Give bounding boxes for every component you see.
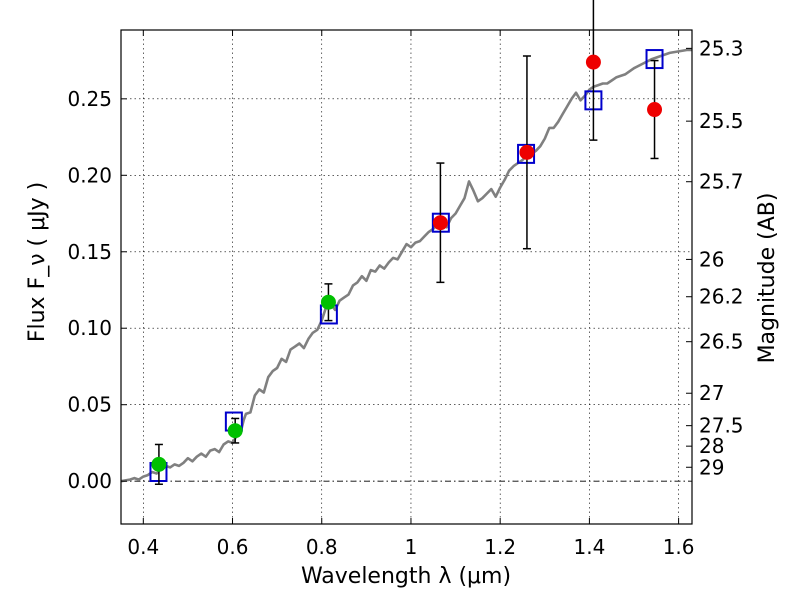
observed-infrared-point — [585, 54, 601, 70]
y-tick-label: 0.15 — [67, 240, 112, 264]
right-tick-label: 28 — [699, 434, 724, 458]
y-tick-label: 0.25 — [67, 87, 112, 111]
right-tick-label: 25.7 — [699, 170, 744, 194]
right-tick-label: 25.3 — [699, 36, 744, 60]
right-tick-label: 26.5 — [699, 330, 744, 354]
x-tick-label: 0.6 — [217, 535, 249, 559]
y-tick-label: 0.00 — [67, 469, 112, 493]
observed-infrared-point — [647, 102, 663, 118]
observed-optical-point — [227, 423, 243, 439]
right-tick-label: 25.5 — [699, 109, 744, 133]
observed-optical-point — [151, 456, 167, 472]
observed-optical-point — [320, 294, 336, 310]
x-tick-label: 0.4 — [127, 535, 159, 559]
y-axis-label-right: Magnitude (AB) — [755, 193, 780, 364]
x-tick-label: 1.4 — [573, 535, 605, 559]
model-spectrum-line — [120, 48, 692, 483]
observed-infrared-point — [519, 144, 535, 160]
x-axis-label: Wavelength λ (μm) — [301, 564, 511, 589]
x-tick-label: 0.8 — [306, 535, 338, 559]
right-tick-label: 26 — [699, 247, 724, 271]
y-tick-label: 0.20 — [67, 163, 112, 187]
right-tick-label: 27 — [699, 381, 724, 405]
x-tick-label: 1 — [405, 535, 418, 559]
right-tick-label: 27.5 — [699, 414, 744, 438]
y-tick-label: 0.05 — [67, 393, 112, 417]
plot-series — [120, 0, 692, 485]
observed-infrared-point — [432, 215, 448, 231]
y-tick-label: 0.10 — [67, 316, 112, 340]
axes: 0.4 0.6 0.8 1 1.2 1.4 1.6 0.00 0.05 0.10 0.15 0.20 0… — [67, 30, 744, 559]
right-tick-label: 26.2 — [699, 285, 744, 309]
plot-frame — [120, 29, 693, 525]
x-tick-label: 1.6 — [663, 535, 695, 559]
x-tick-label: 1.2 — [484, 535, 516, 559]
right-tick-label: 29 — [699, 455, 724, 479]
y-axis-label-left: Flux F_ν ( μJy ) — [25, 182, 50, 342]
